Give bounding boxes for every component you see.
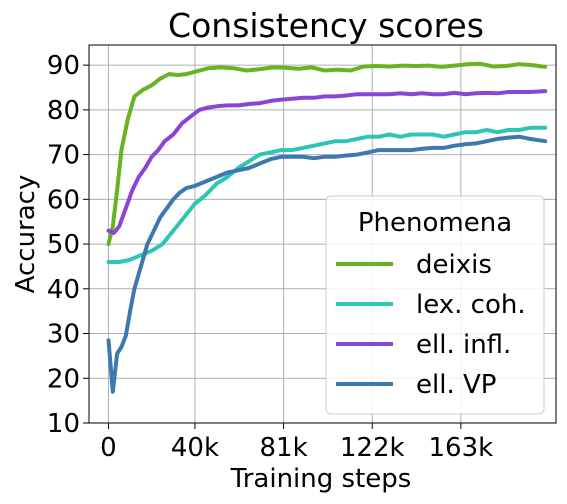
y-tick-label: 50: [47, 230, 80, 260]
series-line-lex-coh: [106, 125, 548, 264]
y-axis-label: Accuracy: [11, 175, 41, 294]
y-tick-label: 60: [47, 185, 80, 215]
x-tick-label: 163k: [429, 433, 494, 463]
y-tick-label: 40: [47, 275, 80, 305]
y-tick-label: 70: [47, 141, 80, 171]
y-tick-label: 80: [47, 96, 80, 126]
legend: Phenomena deixis lex. coh. ell. infl. ell. …: [325, 195, 545, 415]
series-lines: [106, 61, 548, 394]
x-tick-label: 81k: [260, 433, 308, 463]
legend-label-ell-infl: ell. infl.: [416, 330, 511, 360]
plot-frame: [88, 44, 557, 424]
legend-label-lex-coh: lex. coh.: [416, 290, 526, 320]
y-tick-label: 10: [47, 409, 80, 439]
chart-title: Consistency scores: [168, 6, 484, 45]
legend-title: Phenomena: [358, 208, 512, 238]
y-tick-label: 20: [47, 364, 80, 394]
y-tick-label: 90: [47, 51, 80, 81]
legend-box: [325, 195, 545, 415]
x-axis-label: Training steps: [230, 464, 412, 494]
x-tick-label: 40k: [171, 433, 219, 463]
axis-ticks: 10 20 30 40 50 60 70 80 90 0 40k 81k 122k 163k: [47, 51, 493, 463]
legend-label-ell-vp: ell. VP: [416, 370, 496, 400]
series-line-deixis: [106, 61, 548, 247]
series-line-ell-vp: [106, 134, 548, 394]
series-line-ell-infl: [106, 89, 548, 235]
legend-label-deixis: deixis: [416, 250, 492, 280]
x-tick-label: 122k: [340, 433, 405, 463]
y-tick-label: 30: [47, 320, 80, 350]
x-tick-label: 0: [100, 433, 117, 463]
